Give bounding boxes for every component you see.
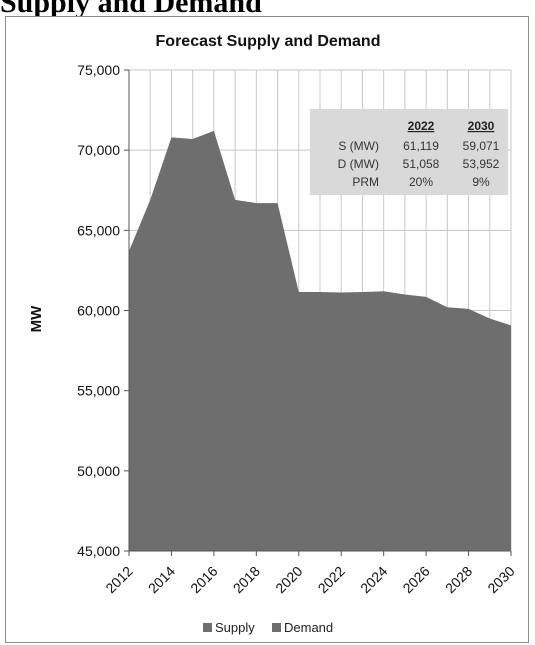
table-cell: 61,119	[403, 139, 439, 153]
x-tick-label: 2026	[399, 563, 432, 596]
x-tick-label: 2022	[315, 563, 348, 596]
table-cell: 20%	[409, 175, 433, 189]
y-tick-label: 65,000	[77, 222, 120, 238]
cutoff-heading: Supply and Demand	[0, 0, 535, 16]
table-cell: 59,071	[463, 139, 500, 153]
table-header-2022: 2022	[408, 119, 435, 133]
y-tick-label: 45,000	[77, 543, 120, 559]
x-tick-labels: 2012 2014 2016 2018 2020 2022 2024 2026 2028 2030	[102, 563, 517, 596]
y-tick-label: 60,000	[77, 303, 120, 319]
x-tick-label: 2024	[357, 563, 390, 596]
x-tick-label: 2012	[102, 563, 135, 596]
x-tick-label: 2028	[442, 563, 475, 596]
table-cell: 9%	[472, 175, 490, 189]
area-series	[129, 130, 511, 551]
legend-swatch-supply	[203, 623, 212, 632]
y-tick-label: 70,000	[77, 142, 120, 158]
legend-swatch-demand	[272, 623, 281, 632]
y-tick-label: 55,000	[77, 383, 120, 399]
y-axis-label: MW	[28, 305, 45, 332]
x-tick-label: 2014	[145, 563, 178, 596]
table-cell: 53,952	[463, 157, 500, 171]
legend-label-supply: Supply	[215, 620, 255, 635]
area-supply	[129, 130, 511, 551]
x-tick-label: 2020	[272, 563, 305, 596]
y-tick-label: 75,000	[77, 62, 120, 78]
y-tick-labels: 45,000 50,000 55,000 60,000 65,000 70,000 75,0…	[77, 62, 120, 559]
axes	[124, 69, 512, 556]
chart-title: Forecast Supply and Demand	[156, 33, 381, 50]
x-tick-label: 2016	[187, 563, 220, 596]
x-tick-label: 2018	[230, 563, 263, 596]
chart: Forecast Supply and Demand 45,000 50,000 5…	[28, 33, 518, 635]
inset-table-background	[310, 109, 508, 195]
x-tick-label: 2030	[484, 563, 517, 596]
table-cell: 51,058	[403, 157, 440, 171]
legend: Supply Demand	[203, 620, 333, 635]
inset-table: 2022 2030 S (MW) 61,119 59,071 D (MW) 51…	[310, 109, 508, 195]
chart-frame: Forecast Supply and Demand 45,000 50,000 5…	[5, 16, 529, 643]
legend-label-demand: Demand	[284, 620, 333, 635]
table-row-label: PRM	[352, 175, 379, 189]
y-tick-label: 50,000	[77, 463, 120, 479]
table-row-label: S (MW)	[338, 139, 379, 153]
table-header-2030: 2030	[468, 119, 495, 133]
table-row-label: D (MW)	[338, 157, 379, 171]
